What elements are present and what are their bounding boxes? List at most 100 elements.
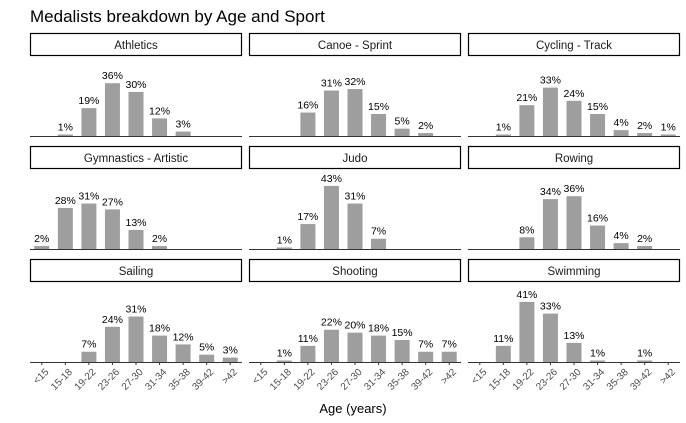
strip-box	[467, 145, 681, 170]
bar	[175, 344, 191, 362]
data-label: 15%	[368, 101, 389, 113]
data-label: 13%	[563, 330, 584, 342]
data-label: 11%	[493, 333, 513, 345]
panel-rowing: Rowing 8% 34% 36% 16% 4% 2%	[467, 145, 681, 250]
x-tick-label: 23-26	[96, 367, 122, 393]
strip-label: Athletics	[114, 40, 158, 52]
data-label: 36%	[563, 183, 584, 195]
bar	[152, 246, 168, 249]
data-label: 18%	[149, 323, 170, 335]
strip-box	[467, 258, 681, 283]
bar	[300, 112, 316, 136]
strip-label: Rowing	[555, 153, 593, 165]
data-label: 1%	[637, 348, 652, 360]
data-label: 4%	[614, 230, 629, 242]
data-label: 32%	[344, 76, 365, 88]
data-label: 7%	[442, 339, 457, 351]
bar	[81, 203, 97, 249]
data-label: 19%	[78, 95, 99, 107]
x-tick-label: 35-38	[386, 367, 412, 393]
data-label: 3%	[223, 345, 238, 357]
data-label: 8%	[519, 224, 534, 236]
panel-cycling-track: Cycling - Track 1% 21%33%24%15% 4% 2% 1%	[467, 32, 681, 137]
x-tick-label: <15	[32, 367, 52, 387]
bar	[418, 351, 434, 362]
data-label: 18%	[368, 323, 389, 335]
bar	[323, 185, 339, 249]
x-tick-label: 15-18	[487, 367, 513, 393]
data-label: 7%	[81, 339, 96, 351]
x-tick-label: 23-26	[315, 367, 341, 393]
data-label: 16%	[297, 100, 318, 112]
bar	[542, 199, 558, 249]
x-tick-label: >42	[439, 367, 459, 387]
bar	[566, 342, 582, 362]
x-tick-label: 35-38	[167, 367, 193, 393]
bar	[300, 224, 316, 249]
bar	[371, 335, 387, 362]
bar	[637, 360, 653, 362]
data-label: 15%	[392, 327, 413, 339]
data-label: 34%	[540, 186, 561, 198]
data-label: 5%	[199, 342, 214, 354]
bar	[347, 203, 363, 249]
bar	[152, 335, 168, 362]
data-label: 41%	[516, 289, 537, 301]
panel-sailing: Sailing 7% 24%31%18%12% 5% 3% <1515-1819-2223…	[29, 258, 243, 393]
strip-box	[467, 32, 681, 57]
x-tick-label: 39-42	[409, 367, 435, 393]
bar	[637, 133, 653, 136]
data-label: 7%	[371, 226, 386, 238]
bar	[394, 128, 410, 136]
bar	[495, 134, 511, 136]
bar	[300, 345, 316, 362]
data-label: 43%	[321, 173, 342, 185]
data-label: 22%	[321, 317, 342, 329]
x-tick-label: 31-34	[143, 367, 169, 393]
bar	[323, 90, 339, 136]
panel-shooting: Shooting 1% 11%22% 20% 18% 15% 7% 7% <1515-1819-…	[248, 258, 462, 393]
data-label: 2%	[152, 233, 167, 245]
data-label: 36%	[102, 70, 123, 82]
x-tick-label: >42	[220, 367, 240, 387]
bar	[276, 360, 292, 362]
data-label: 12%	[173, 331, 194, 343]
bar	[347, 332, 363, 362]
x-tick-label: <15	[470, 367, 490, 387]
panel-canoe-sprint: Canoe - Sprint 16%31% 32% 15% 5% 2%	[248, 32, 462, 137]
bar	[519, 301, 535, 362]
bar	[128, 316, 144, 362]
data-label: 31%	[344, 191, 365, 203]
x-tick-label: 19-22	[511, 367, 537, 393]
data-label: 15%	[587, 101, 608, 113]
bar	[418, 133, 434, 136]
bar	[128, 92, 144, 136]
bar	[199, 354, 215, 362]
data-label: 12%	[149, 105, 170, 117]
data-label: 33%	[540, 75, 561, 87]
x-tick-label: <15	[251, 367, 271, 387]
strip-label: Swimming	[547, 266, 600, 278]
strip-label: Canoe - Sprint	[318, 40, 393, 52]
bar	[81, 108, 97, 136]
strip-label: Cycling - Track	[536, 40, 612, 52]
bar	[566, 100, 582, 136]
x-tick-label: 15-18	[49, 367, 75, 393]
x-axis-title: Age (years)	[319, 401, 386, 416]
bar	[371, 114, 387, 136]
bar	[104, 209, 120, 249]
x-tick-label: 27-30	[120, 367, 146, 393]
data-label: 20%	[344, 320, 365, 332]
data-label: 24%	[102, 314, 123, 326]
data-label: 30%	[125, 79, 146, 91]
data-label: 21%	[516, 92, 537, 104]
bar	[613, 243, 629, 249]
bar	[323, 329, 339, 362]
data-label: 5%	[395, 116, 410, 128]
x-tick-label: >42	[658, 367, 678, 387]
x-tick-label: 27-30	[339, 367, 365, 393]
bar	[637, 246, 653, 249]
x-tick-label: 19-22	[73, 367, 99, 393]
